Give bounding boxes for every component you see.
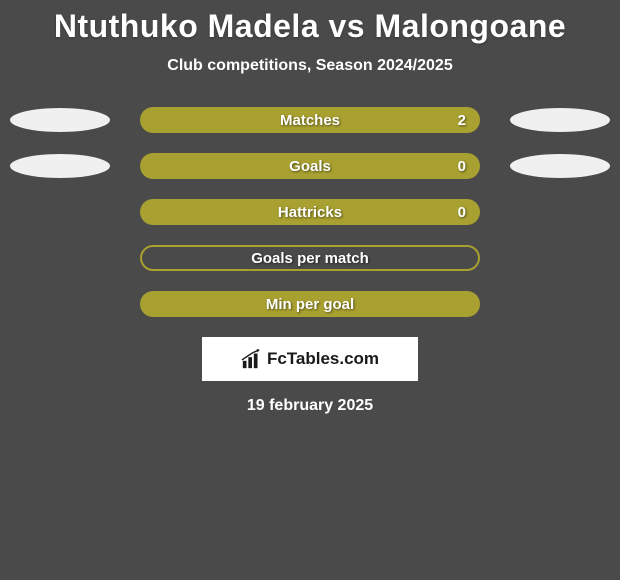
right-marker-ellipse: [510, 154, 610, 178]
stat-row-min-per-goal: Min per goal: [10, 291, 610, 317]
bar-chart-icon: [241, 348, 263, 370]
stat-bar: Min per goal: [140, 291, 480, 317]
right-marker-ellipse: [510, 108, 610, 132]
logo-box: FcTables.com: [202, 337, 418, 381]
comparison-infographic: Ntuthuko Madela vs Malongoane Club compe…: [0, 0, 620, 415]
stat-row-goals: Goals 0: [10, 153, 610, 179]
left-marker-ellipse: [10, 108, 110, 132]
stat-value-right: 2: [458, 112, 466, 129]
subtitle: Club competitions, Season 2024/2025: [0, 57, 620, 75]
page-title: Ntuthuko Madela vs Malongoane: [0, 8, 620, 45]
stat-row-hattricks: Hattricks 0: [10, 199, 610, 225]
stat-bar: Matches 2: [140, 107, 480, 133]
logo-content: FcTables.com: [241, 348, 379, 370]
stats-area: Matches 2 Goals 0 Hattricks 0 Goals: [0, 107, 620, 317]
left-marker-ellipse: [10, 154, 110, 178]
stat-label: Hattricks: [278, 204, 342, 221]
stat-row-goals-per-match: Goals per match: [10, 245, 610, 271]
stat-value-right: 0: [458, 204, 466, 221]
stat-row-matches: Matches 2: [10, 107, 610, 133]
stat-label: Matches: [280, 112, 340, 129]
stat-bar: Goals per match: [140, 245, 480, 271]
logo-text: FcTables.com: [267, 349, 379, 369]
stat-bar: Goals 0: [140, 153, 480, 179]
stat-value-right: 0: [458, 158, 466, 175]
stat-label: Goals: [289, 158, 331, 175]
stat-bar: Hattricks 0: [140, 199, 480, 225]
date-text: 19 february 2025: [0, 397, 620, 415]
stat-label: Min per goal: [266, 296, 354, 313]
stat-label: Goals per match: [251, 250, 369, 267]
